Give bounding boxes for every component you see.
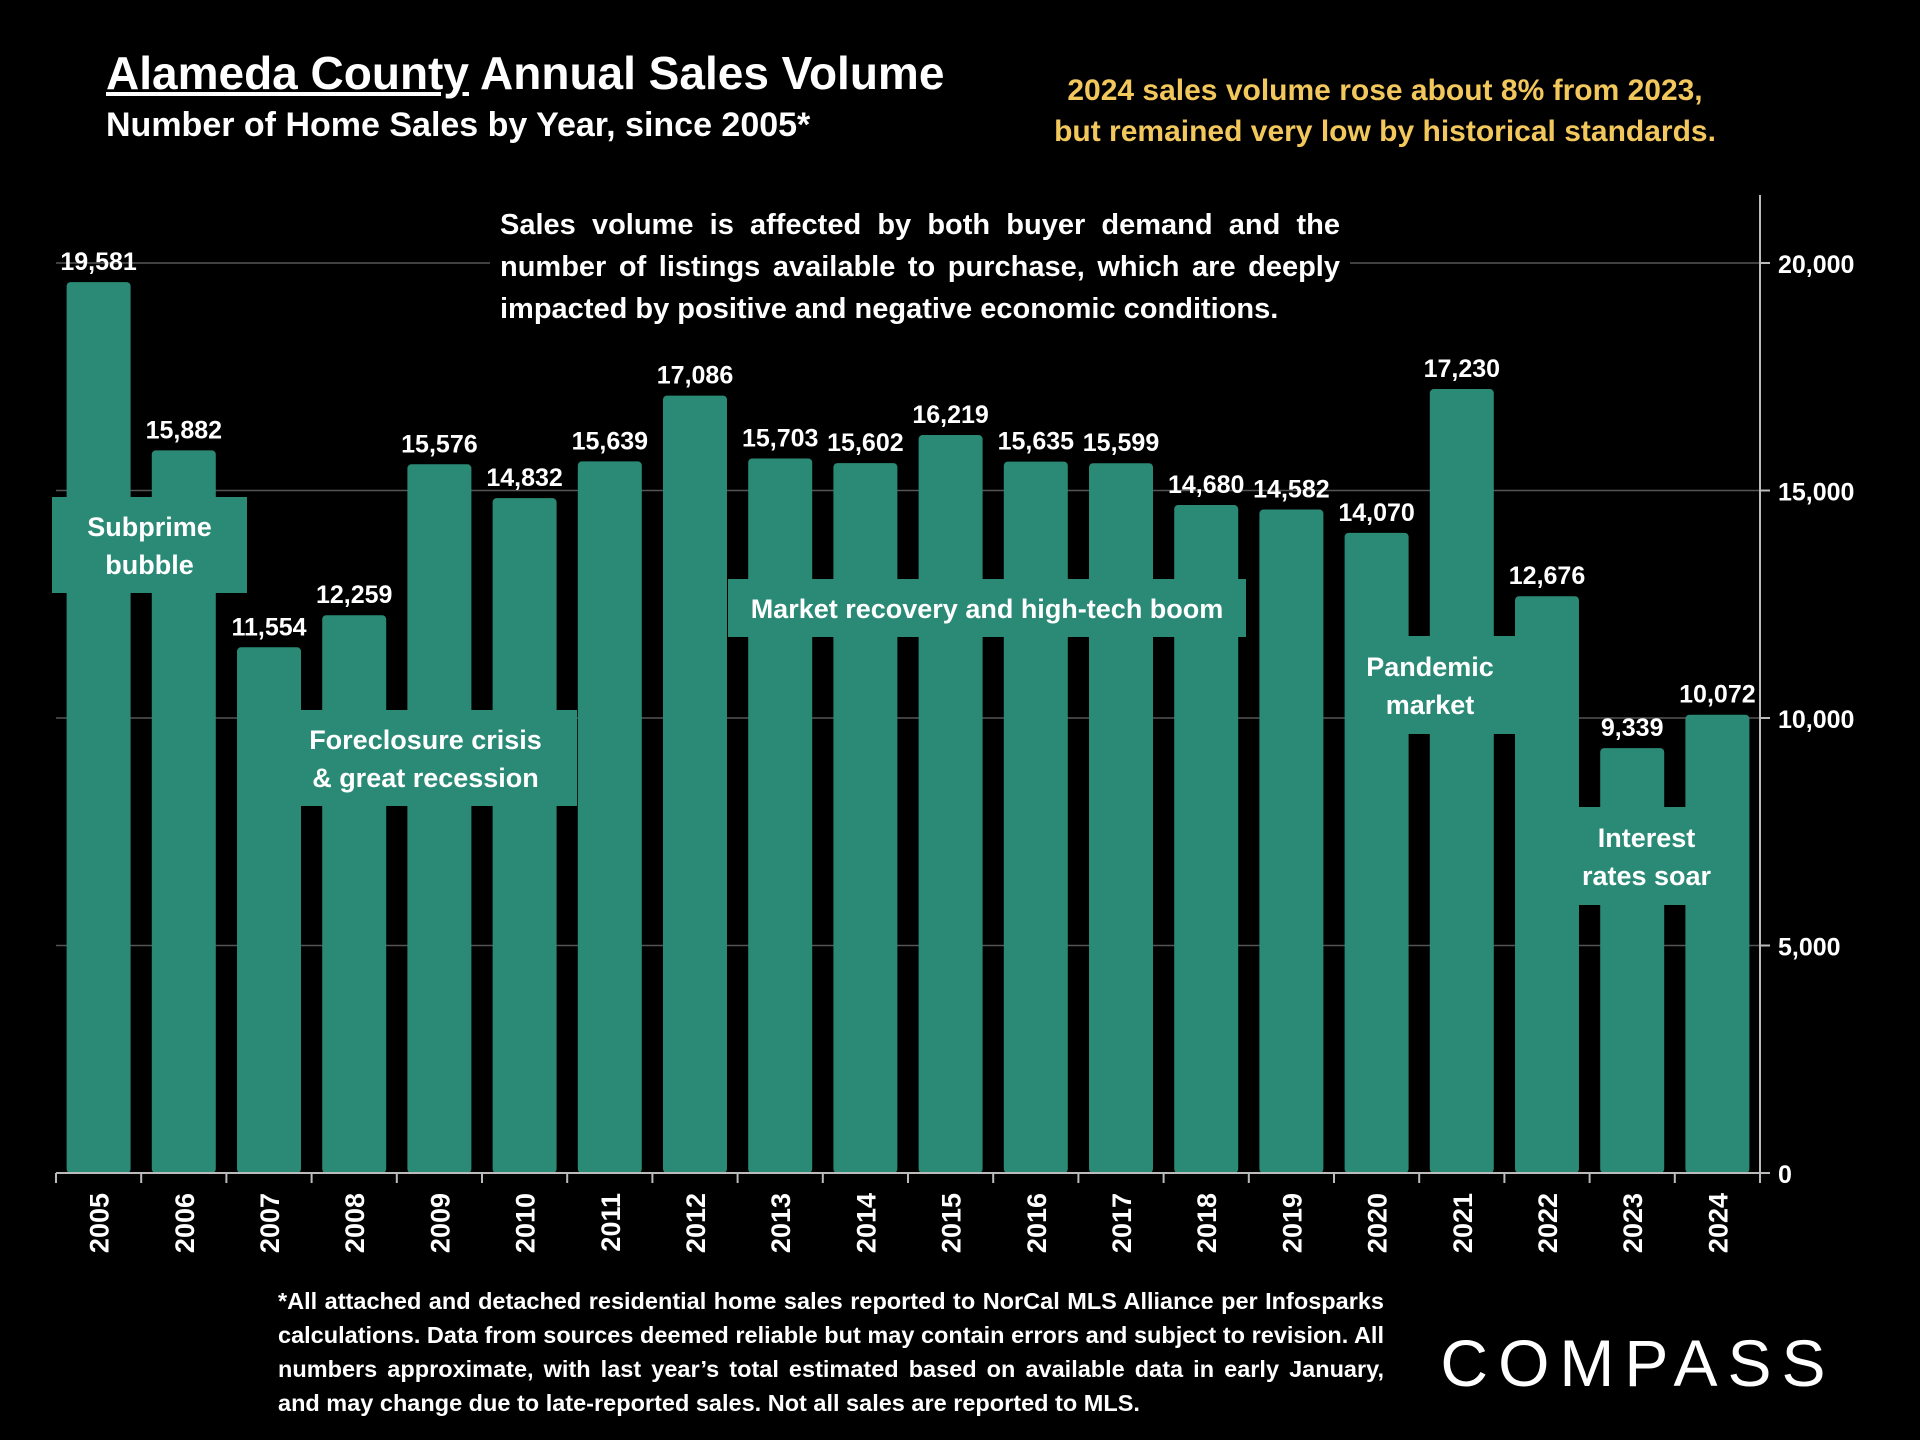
x-tick-label: 2022 bbox=[1533, 1193, 1563, 1253]
data-label: 17,086 bbox=[657, 362, 733, 390]
y-tick-label: 10,000 bbox=[1778, 706, 1854, 734]
bar-2024 bbox=[1685, 714, 1750, 1173]
data-label: 9,339 bbox=[1601, 714, 1664, 742]
callout-line-2: but remained very low by historical stan… bbox=[1054, 115, 1716, 148]
x-tick-label: 2012 bbox=[681, 1193, 711, 1253]
bar-2005 bbox=[66, 282, 131, 1173]
x-tick-label: 2006 bbox=[170, 1193, 200, 1253]
title-rest: Annual Sales Volume bbox=[468, 47, 945, 99]
x-tick-label: 2007 bbox=[255, 1193, 285, 1253]
bar-2006 bbox=[151, 450, 216, 1173]
annotation-box bbox=[1578, 807, 1715, 905]
x-tick-label: 2010 bbox=[511, 1193, 541, 1253]
x-tick-label: 2014 bbox=[851, 1193, 881, 1253]
bar-2017 bbox=[1089, 463, 1153, 1174]
data-label: 15,703 bbox=[742, 425, 818, 453]
y-tick-label: 5,000 bbox=[1778, 934, 1841, 962]
x-tick-label: 2016 bbox=[1022, 1193, 1052, 1253]
data-label: 17,230 bbox=[1424, 355, 1500, 383]
x-tick-label: 2013 bbox=[766, 1193, 796, 1253]
x-tick-label: 2023 bbox=[1618, 1193, 1648, 1253]
data-label: 15,599 bbox=[1083, 429, 1159, 457]
highlight-callout: 2024 sales volume rose about 8% from 202… bbox=[1030, 70, 1740, 152]
y-tick-label: 15,000 bbox=[1778, 479, 1854, 507]
data-label: 15,882 bbox=[146, 416, 222, 444]
bar-2016 bbox=[1003, 461, 1068, 1173]
annotation-box bbox=[728, 579, 1246, 637]
bar-2021 bbox=[1429, 389, 1494, 1173]
x-tick-label: 2005 bbox=[85, 1193, 115, 1253]
x-tick-label: 2024 bbox=[1703, 1193, 1733, 1253]
annotation-box bbox=[274, 710, 577, 806]
bar-2013 bbox=[748, 458, 813, 1173]
x-tick-label: 2019 bbox=[1277, 1193, 1307, 1253]
x-tick-label: 2008 bbox=[340, 1193, 370, 1253]
data-label: 15,635 bbox=[998, 428, 1075, 456]
annotation-label: Market recovery and high-tech boom bbox=[751, 594, 1224, 624]
data-label: 19,581 bbox=[60, 248, 137, 276]
data-label: 11,554 bbox=[231, 613, 306, 641]
bar-2022 bbox=[1515, 596, 1579, 1173]
chart-title: Alameda County Annual Sales Volume bbox=[106, 46, 944, 100]
data-label: 12,676 bbox=[1509, 562, 1585, 590]
bar-2011 bbox=[577, 461, 642, 1173]
annotation-box bbox=[1345, 636, 1515, 734]
data-label: 14,680 bbox=[1168, 471, 1244, 499]
data-label: 14,070 bbox=[1338, 499, 1414, 527]
svg-text:COMPASS: COMPASS bbox=[1440, 1326, 1835, 1400]
data-label: 14,832 bbox=[486, 464, 562, 492]
chart-subtitle: Number of Home Sales by Year, since 2005… bbox=[106, 106, 811, 144]
bar-2015 bbox=[918, 435, 983, 1173]
y-tick-label: 20,000 bbox=[1778, 251, 1854, 279]
x-tick-label: 2009 bbox=[425, 1193, 455, 1253]
bar-2012 bbox=[663, 395, 727, 1173]
annotation-label: & great recession bbox=[312, 763, 539, 793]
x-tick-label: 2011 bbox=[596, 1193, 626, 1252]
annotation-label: bubble bbox=[105, 550, 194, 580]
x-tick-label: 2017 bbox=[1107, 1193, 1137, 1253]
annotation-label: Foreclosure crisis bbox=[309, 725, 542, 755]
x-tick-label: 2018 bbox=[1192, 1193, 1222, 1253]
data-label: 15,602 bbox=[827, 429, 903, 457]
data-label: 15,639 bbox=[572, 427, 648, 455]
annotation-label: rates soar bbox=[1582, 861, 1712, 891]
compass-logo: COMPASS bbox=[1440, 1326, 1835, 1400]
data-label: 16,219 bbox=[912, 401, 988, 429]
explanatory-note: Sales volume is affected by both buyer d… bbox=[490, 204, 1350, 330]
x-tick-label: 2021 bbox=[1448, 1193, 1478, 1253]
annotation-label: Interest bbox=[1598, 823, 1696, 853]
data-label: 14,582 bbox=[1253, 476, 1329, 504]
data-label: 10,072 bbox=[1679, 681, 1755, 709]
bar-2019 bbox=[1259, 509, 1324, 1173]
bar-2008 bbox=[322, 615, 387, 1173]
annotation-label: Subprime bbox=[87, 512, 212, 542]
annotation-box bbox=[52, 497, 247, 593]
bar-2014 bbox=[833, 463, 898, 1173]
title-county: Alameda County bbox=[106, 47, 469, 99]
data-label: 15,576 bbox=[401, 430, 477, 458]
callout-line-1: 2024 sales volume rose about 8% from 202… bbox=[1067, 74, 1703, 107]
bar-2018 bbox=[1174, 505, 1239, 1173]
x-tick-label: 2020 bbox=[1363, 1193, 1393, 1253]
bar-2010 bbox=[492, 498, 557, 1173]
bar-2020 bbox=[1344, 532, 1409, 1173]
annotation-label: Pandemic bbox=[1366, 652, 1494, 682]
data-label: 12,259 bbox=[316, 581, 392, 609]
y-tick-label: 0 bbox=[1778, 1161, 1792, 1189]
annotation-label: market bbox=[1386, 690, 1475, 720]
footnote: *All attached and detached residential h… bbox=[278, 1288, 1384, 1416]
x-tick-label: 2015 bbox=[937, 1193, 967, 1253]
bar-2009 bbox=[407, 464, 472, 1173]
